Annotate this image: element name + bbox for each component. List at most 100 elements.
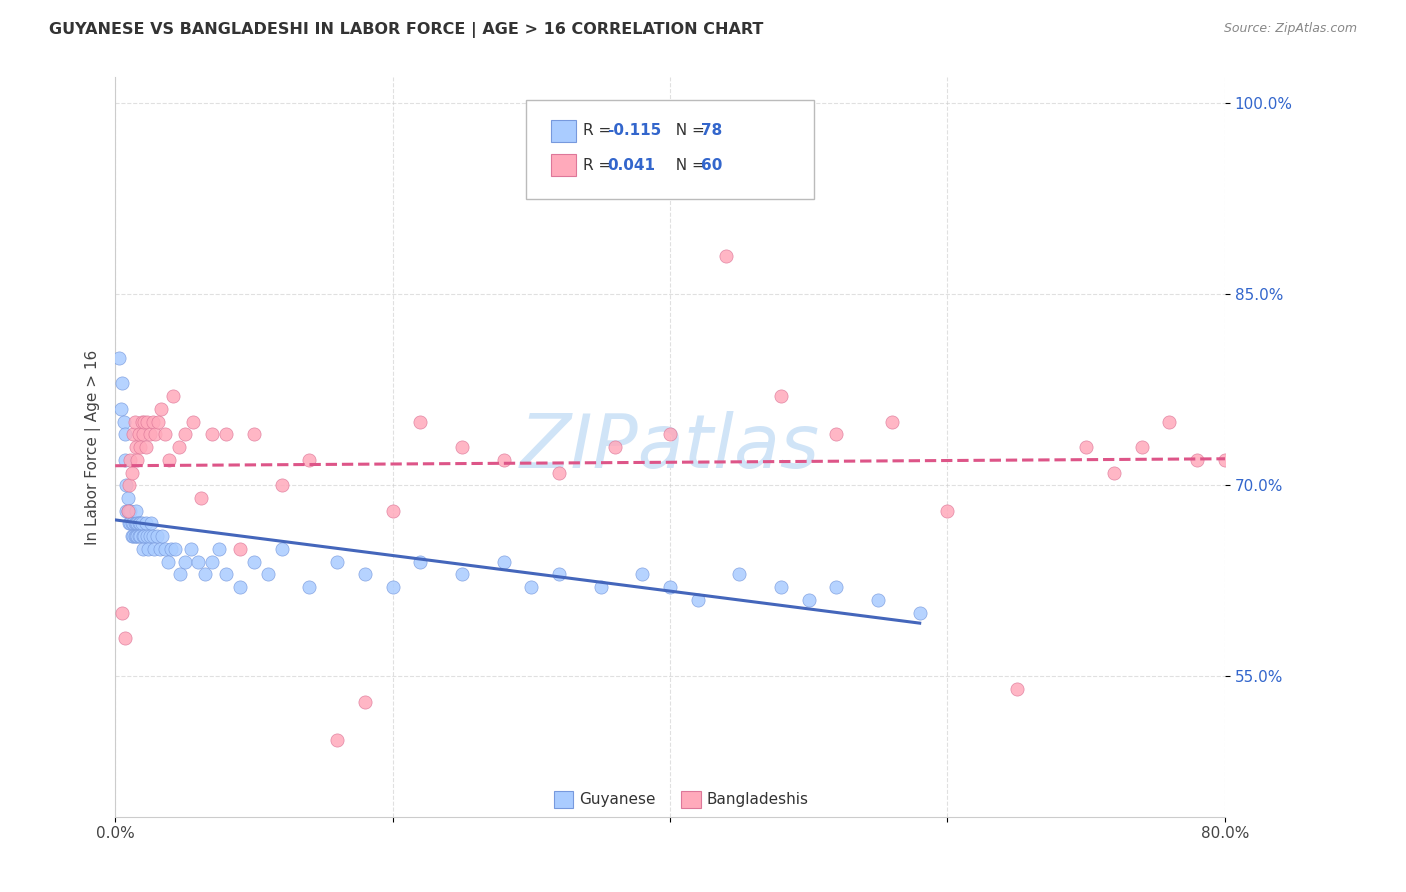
Point xyxy=(156,555,179,569)
Point xyxy=(603,440,626,454)
Point xyxy=(132,541,155,556)
Point xyxy=(173,427,195,442)
Point xyxy=(128,516,150,531)
Point xyxy=(115,504,138,518)
Point xyxy=(769,389,792,403)
Point xyxy=(354,695,377,709)
Point xyxy=(1185,452,1208,467)
Point xyxy=(153,541,176,556)
Point xyxy=(143,541,166,556)
Text: -0.115: -0.115 xyxy=(607,123,661,138)
Point xyxy=(354,567,377,582)
Point xyxy=(117,504,139,518)
Point xyxy=(127,452,149,467)
Point xyxy=(134,415,156,429)
Point xyxy=(451,440,474,454)
Point xyxy=(118,478,141,492)
Point xyxy=(167,440,190,454)
Point xyxy=(124,415,146,429)
Point xyxy=(1241,440,1264,454)
Bar xyxy=(554,791,574,808)
Point xyxy=(908,606,931,620)
Point xyxy=(173,555,195,569)
Point xyxy=(298,452,321,467)
Point xyxy=(157,452,180,467)
Point xyxy=(114,631,136,645)
Text: R =: R = xyxy=(583,123,617,138)
Point xyxy=(1005,682,1028,697)
Point xyxy=(201,427,224,442)
Point xyxy=(326,733,349,747)
Point xyxy=(110,401,132,416)
Point xyxy=(120,504,142,518)
Point xyxy=(125,440,148,454)
Point xyxy=(131,415,153,429)
Point xyxy=(114,452,136,467)
Point xyxy=(127,529,149,543)
Point xyxy=(256,567,278,582)
Point xyxy=(825,427,848,442)
Y-axis label: In Labor Force | Age > 16: In Labor Force | Age > 16 xyxy=(86,350,101,545)
Point xyxy=(148,415,170,429)
Point xyxy=(180,541,202,556)
Point xyxy=(270,478,292,492)
Text: 78: 78 xyxy=(702,123,723,138)
Point xyxy=(124,529,146,543)
Point xyxy=(825,580,848,594)
Text: R =: R = xyxy=(583,158,617,173)
Point xyxy=(120,516,142,531)
Bar xyxy=(681,791,702,808)
Point xyxy=(136,415,159,429)
Point xyxy=(215,427,238,442)
Text: 60: 60 xyxy=(702,158,723,173)
Point xyxy=(451,567,474,582)
Point xyxy=(270,541,292,556)
Point xyxy=(169,567,191,582)
Point xyxy=(769,580,792,594)
Point xyxy=(120,452,142,467)
Point xyxy=(111,376,134,391)
Point xyxy=(135,440,157,454)
Point xyxy=(139,529,162,543)
Point xyxy=(492,555,515,569)
Point xyxy=(326,555,349,569)
Text: GUYANESE VS BANGLADESHI IN LABOR FORCE | AGE > 16 CORRELATION CHART: GUYANESE VS BANGLADESHI IN LABOR FORCE |… xyxy=(49,22,763,38)
Point xyxy=(201,555,224,569)
Bar xyxy=(551,154,575,177)
Point xyxy=(150,529,173,543)
Point xyxy=(117,491,139,505)
FancyBboxPatch shape xyxy=(526,100,814,200)
Point xyxy=(125,504,148,518)
Point xyxy=(243,427,266,442)
Point xyxy=(134,529,156,543)
Point xyxy=(659,427,682,442)
Point xyxy=(148,541,170,556)
Point xyxy=(121,529,143,543)
Point xyxy=(1296,452,1319,467)
Point xyxy=(122,529,145,543)
Text: N =: N = xyxy=(665,123,709,138)
Point xyxy=(142,529,165,543)
Point xyxy=(138,541,160,556)
Point xyxy=(1159,415,1181,429)
Point xyxy=(1213,452,1236,467)
Point xyxy=(128,427,150,442)
Point xyxy=(159,541,181,556)
Point xyxy=(659,580,682,594)
Point xyxy=(589,580,612,594)
Text: Bangladeshis: Bangladeshis xyxy=(707,792,808,807)
Point xyxy=(141,516,163,531)
Point xyxy=(520,580,543,594)
Point xyxy=(145,427,167,442)
Point xyxy=(124,516,146,531)
Point xyxy=(114,427,136,442)
Point xyxy=(122,516,145,531)
Text: Source: ZipAtlas.com: Source: ZipAtlas.com xyxy=(1223,22,1357,36)
Point xyxy=(208,541,231,556)
Point xyxy=(492,452,515,467)
Point xyxy=(139,427,162,442)
Point xyxy=(136,529,159,543)
Point xyxy=(1270,427,1292,442)
Point xyxy=(115,478,138,492)
Point xyxy=(108,351,131,365)
